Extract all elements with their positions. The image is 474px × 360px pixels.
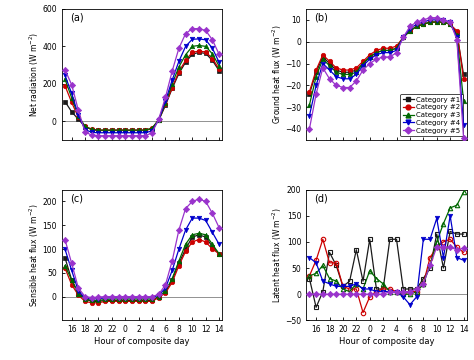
Y-axis label: Latent heat flux (W m$^{-2}$): Latent heat flux (W m$^{-2}$) bbox=[270, 207, 284, 303]
Text: (c): (c) bbox=[70, 193, 82, 203]
Y-axis label: Ground heat flux (W m$^{-2}$): Ground heat flux (W m$^{-2}$) bbox=[270, 24, 284, 124]
X-axis label: Hour of composite day: Hour of composite day bbox=[339, 337, 434, 346]
X-axis label: Hour of composite day: Hour of composite day bbox=[94, 337, 190, 346]
Legend: Category #1, Category #2, Category #3, Category #4, Category #5: Category #1, Category #2, Category #3, C… bbox=[401, 94, 464, 136]
Text: (b): (b) bbox=[314, 13, 328, 23]
Y-axis label: Net radiation (W m$^{-2}$): Net radiation (W m$^{-2}$) bbox=[27, 32, 41, 117]
Y-axis label: Sensible heat flux (W m$^{-2}$): Sensible heat flux (W m$^{-2}$) bbox=[27, 203, 41, 307]
Text: (a): (a) bbox=[70, 13, 83, 23]
Text: (d): (d) bbox=[314, 193, 328, 203]
